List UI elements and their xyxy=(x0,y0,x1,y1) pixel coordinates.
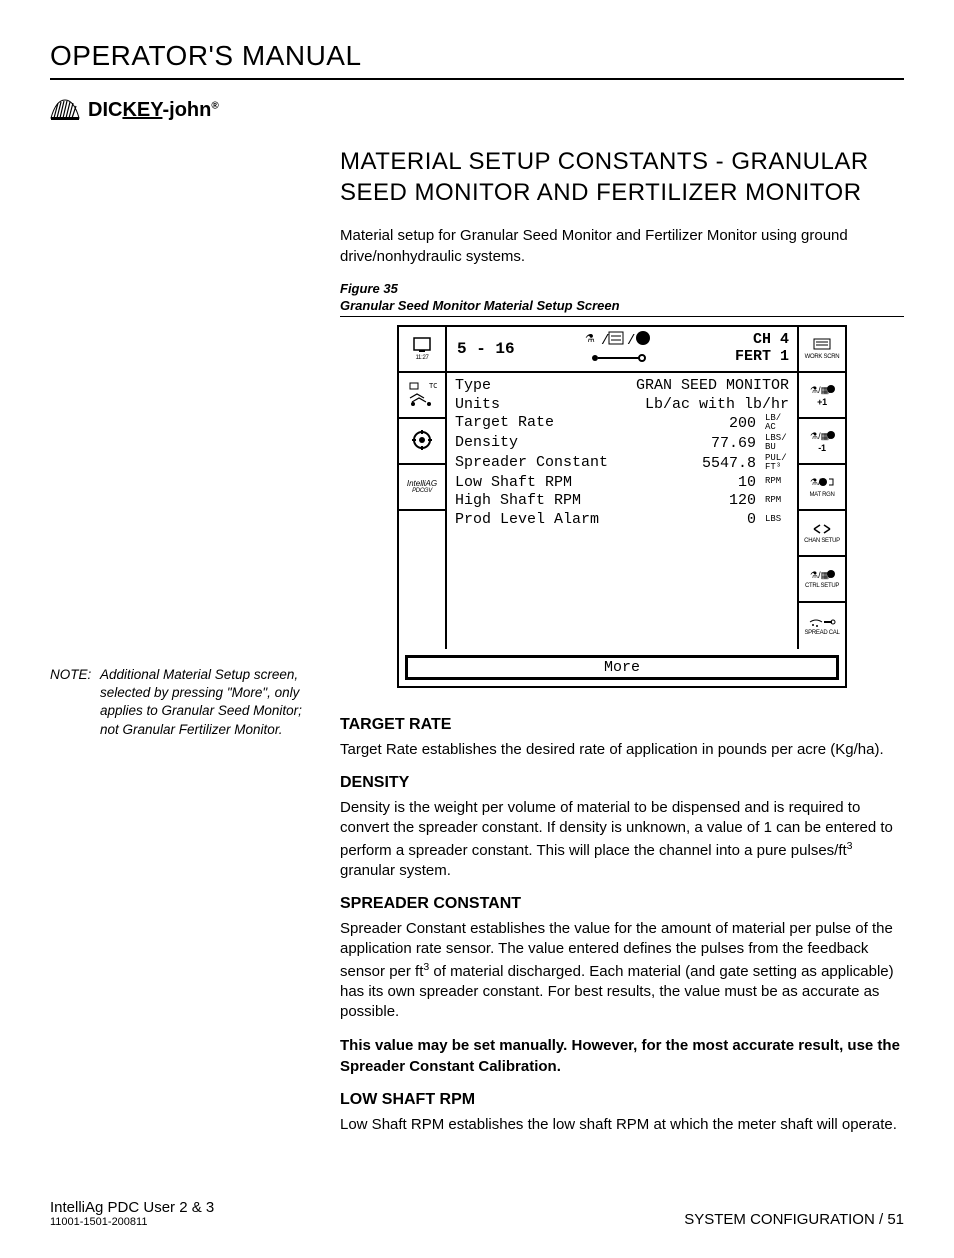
dev-left-blank xyxy=(399,511,445,649)
intro-paragraph: Material setup for Granular Seed Monitor… xyxy=(340,226,904,267)
note-block: NOTE: Additional Material Setup screen, … xyxy=(50,666,320,739)
p-density: Density is the weight per volume of mate… xyxy=(340,798,904,881)
h-low-shaft: LOW SHAFT RPM xyxy=(340,1091,904,1109)
page-footer: IntelliAg PDC User 2 & 3 11001-1501-2008… xyxy=(50,1199,904,1228)
svg-text:TC: TC xyxy=(429,383,437,390)
svg-text:/: / xyxy=(627,333,635,349)
page-header: OPERATOR'S MANUAL xyxy=(50,40,904,80)
logo-icon xyxy=(50,98,80,122)
dev-row-type: TypeGRAN SEED MONITOR xyxy=(455,377,789,396)
dev-row-spreader: Spreader Constant5547.8 PUL/ FT³ xyxy=(455,454,789,474)
p-spreader: Spreader Constant establishes the value … xyxy=(340,919,904,1022)
p-low-shaft: Low Shaft RPM establishes the low shaft … xyxy=(340,1115,904,1135)
figure-caption: Granular Seed Monitor Material Setup Scr… xyxy=(340,298,904,317)
note-text: Additional Material Setup screen, select… xyxy=(100,666,320,739)
device-screen: 11:27 TC IntelliAG PDCGV xyxy=(397,325,847,688)
figure-label: Figure 35 xyxy=(340,281,904,296)
dev-right-spread-cal[interactable]: SPREAD CAL xyxy=(799,603,845,649)
dev-right-mat-rgn[interactable]: ⚗/ MAT RGN xyxy=(799,465,845,511)
dev-left-sensor-icon: TC xyxy=(399,373,445,419)
dev-right-plus1[interactable]: ⚗/▦/ +1 xyxy=(799,373,845,419)
section-title: MATERIAL SETUP CONSTANTS - GRANULAR SEED… xyxy=(340,146,904,208)
dev-top-bar: 5 - 16 ⚗ / / CH 4 xyxy=(447,327,797,373)
footer-pagenum: SYSTEM CONFIGURATION / 51 xyxy=(684,1211,904,1228)
dev-right-ctrl-setup[interactable]: ⚗/▦/ CTRL SETUP xyxy=(799,557,845,603)
h-spreader: SPREADER CONSTANT xyxy=(340,895,904,913)
note-label: NOTE: xyxy=(50,666,100,739)
dev-param-list: TypeGRAN SEED MONITOR UnitsLb/ac with lb… xyxy=(447,373,797,534)
svg-text:/: / xyxy=(601,333,609,349)
p-target-rate: Target Rate establishes the desired rate… xyxy=(340,740,904,760)
dev-left-gear-icon xyxy=(399,419,445,465)
dev-channel: CH 4 FERT 1 xyxy=(677,332,797,365)
h-density: DENSITY xyxy=(340,774,904,792)
footer-docnum: 11001-1501-200811 xyxy=(50,1216,214,1228)
dev-row-density: Density77.69 LBS/ BU xyxy=(455,434,789,454)
dev-left-intelliag: IntelliAG PDCGV xyxy=(399,465,445,511)
dev-row-target-rate: Target Rate200 LB/ AC xyxy=(455,414,789,434)
dev-row-units: UnitsLb/ac with lb/hr xyxy=(455,396,789,415)
brand-logo: DICKEY-john® xyxy=(50,98,904,122)
logo-text: DICKEY-john® xyxy=(88,99,219,122)
dev-row-prod-alarm: Prod Level Alarm0 LBS xyxy=(455,511,789,530)
dev-top-icons: ⚗ / / xyxy=(567,328,677,369)
dev-left-clock: 11:27 xyxy=(399,327,445,373)
dev-right-chan-setup[interactable]: CHAN SETUP xyxy=(799,511,845,557)
dev-row-high-rpm: High Shaft RPM120 RPM xyxy=(455,492,789,511)
dev-right-work-scrn[interactable]: WORK SCRN xyxy=(799,327,845,373)
dev-more-button[interactable]: More xyxy=(405,655,839,680)
dev-row-low-rpm: Low Shaft RPM10 RPM xyxy=(455,474,789,493)
svg-text:⚗: ⚗ xyxy=(585,333,595,346)
footer-product: IntelliAg PDC User 2 & 3 xyxy=(50,1199,214,1216)
p-spreader-bold: This value may be set manually. However,… xyxy=(340,1036,904,1077)
dev-range: 5 - 16 xyxy=(447,340,567,358)
h-target-rate: TARGET RATE xyxy=(340,716,904,734)
dev-right-minus1[interactable]: ⚗/▦/ -1 xyxy=(799,419,845,465)
